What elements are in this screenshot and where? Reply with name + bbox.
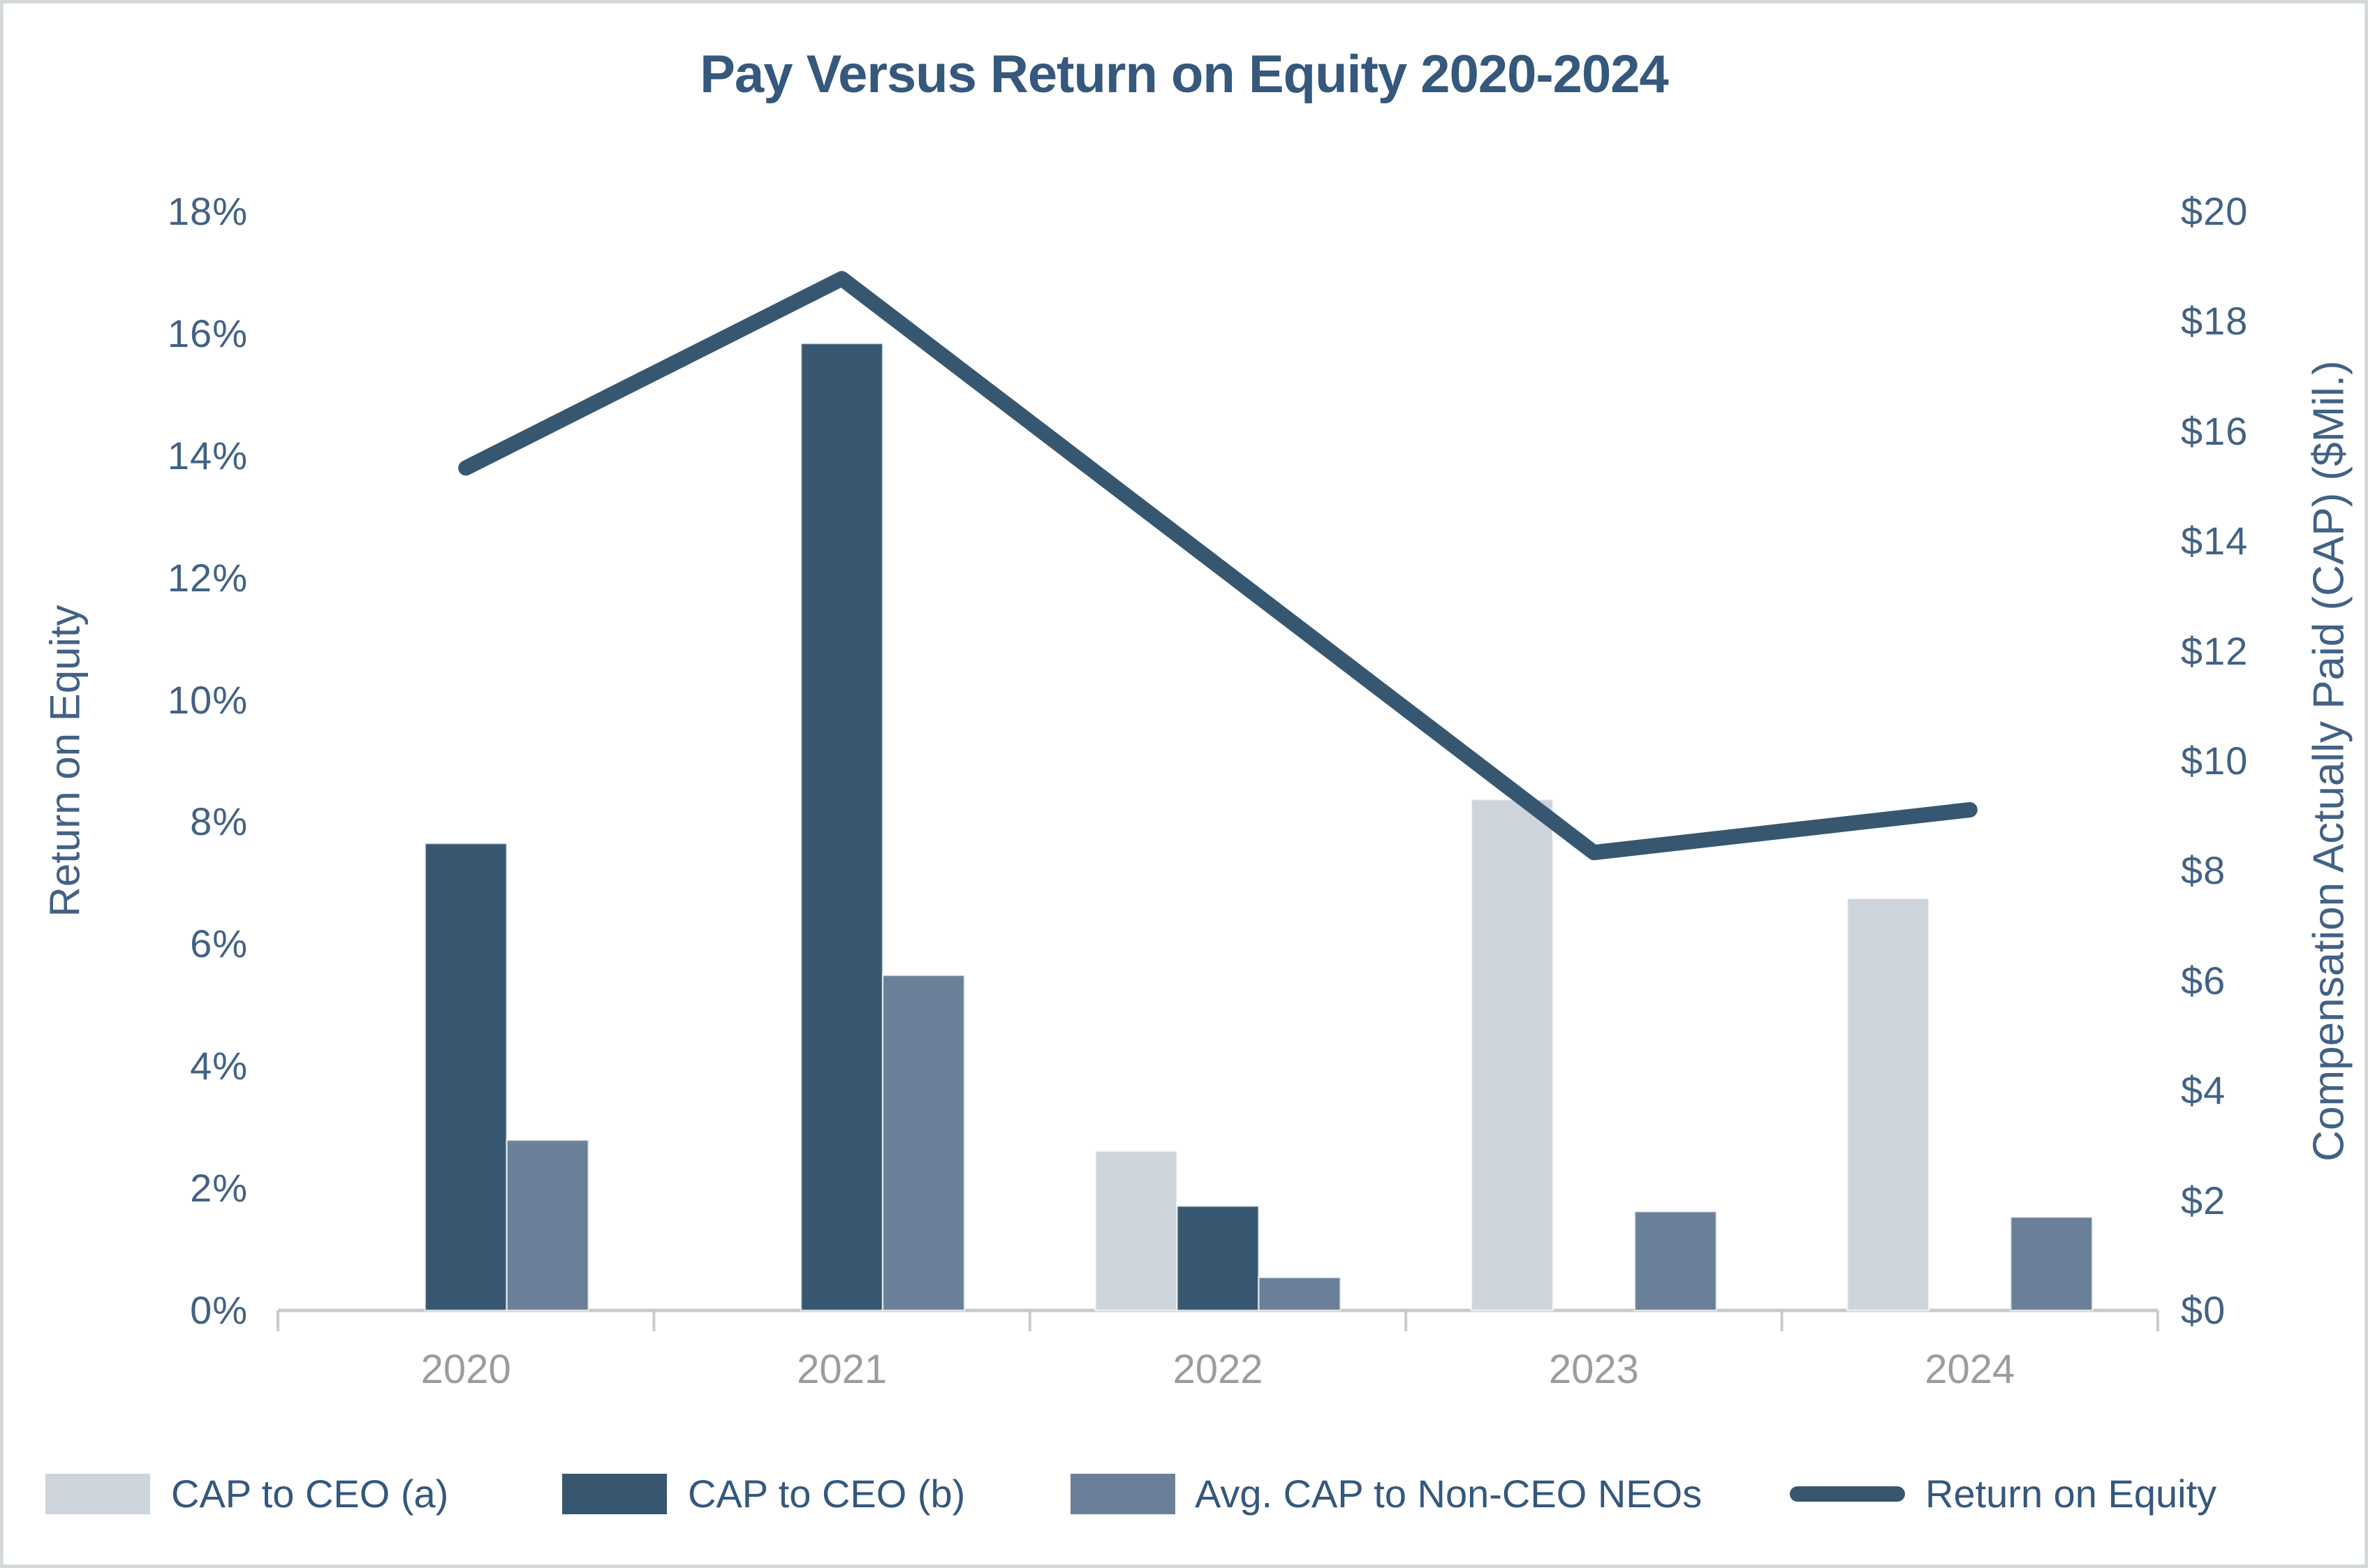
right-axis-tick-label: $20 [2181,189,2249,233]
right-axis-tick-label: $0 [2181,1288,2226,1332]
right-axis-tick-label: $4 [2181,1068,2226,1113]
right-axis-tick-label: $18 [2181,299,2249,343]
year-label-2021: 2021 [797,1347,888,1392]
chart-title: Pay Versus Return on Equity 2020-2024 [700,45,1669,104]
right-axis-tick-label: $2 [2181,1178,2226,1222]
plot-area [277,271,2159,1331]
legend-label-cap-to-ceo-a: CAP to CEO (a) [171,1472,449,1516]
bar-cap-to-ceo-a-2024 [1846,897,1930,1312]
left-axis-tick-label: 6% [190,922,248,966]
right-axis-tick-label: $12 [2181,628,2249,673]
bar-cap-to-ceo-b-2022 [1176,1205,1260,1312]
left-axis-tick-label: 8% [190,799,248,844]
left-axis-tick-label: 18% [167,189,248,233]
left-axis-tick-label: 4% [190,1044,248,1088]
bar-cap-to-ceo-a-2023 [1470,798,1554,1312]
bar-avg-cap-to-non-ceo-neos-2024 [2010,1215,2094,1312]
year-label-2020: 2020 [420,1347,511,1392]
right-axis-tick-label: $10 [2181,739,2249,783]
right-axis-tick-label: $6 [2181,958,2226,1003]
year-label-2024: 2024 [1925,1347,2015,1392]
bar-cap-to-ceo-b-2021 [800,342,884,1312]
left-axis-tick-label: 0% [190,1288,248,1332]
bar-avg-cap-to-non-ceo-neos-2020 [506,1139,589,1312]
bar-avg-cap-to-non-ceo-neos-2021 [881,974,966,1312]
bar-avg-cap-to-non-ceo-neos-2023 [1633,1211,1718,1312]
year-label-2022: 2022 [1172,1347,1263,1392]
year-label-2023: 2023 [1548,1347,1639,1392]
line-return-on-equity [458,271,1978,861]
bar-cap-to-ceo-a-2022 [1094,1150,1178,1312]
left-axis-tick-label: 14% [167,433,248,478]
left-axis-tick-label: 2% [190,1166,248,1211]
legend-label-cap-to-ceo-b: CAP to CEO (b) [688,1472,966,1516]
right-axis-tick-label: $8 [2181,848,2226,893]
legend-swatch-avg-cap-non-ceo-neos [1071,1474,1175,1514]
right-axis-tick-label: $14 [2181,519,2249,563]
legend-swatch-cap-to-ceo-b [562,1474,667,1514]
legend-label-return-on-equity: Return on Equity [1925,1472,2217,1516]
legend-swatch-cap-to-ceo-a [45,1474,150,1514]
left-axis-tick-label: 10% [167,677,248,722]
bar-cap-to-ceo-b-2020 [424,842,508,1312]
left-axis-tick-label: 12% [167,555,248,600]
left-axis-tick-label: 16% [167,311,248,355]
right-axis-tick-label: $16 [2181,408,2249,453]
bar-avg-cap-to-non-ceo-neos-2022 [1258,1276,1341,1312]
legend-label-avg-cap-non-ceo-neos: Avg. CAP to Non-CEO NEOs [1195,1472,1703,1516]
legend-line-swatch-return-on-equity [1790,1486,1905,1502]
